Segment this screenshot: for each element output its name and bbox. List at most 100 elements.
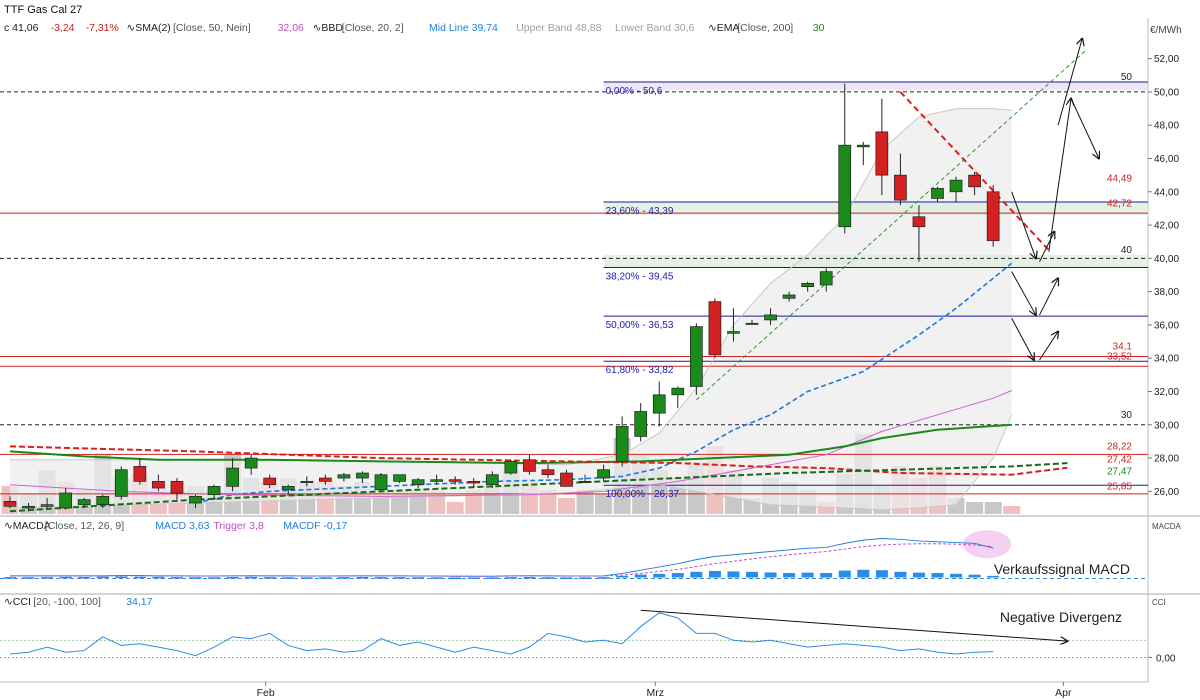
macd-legend-item: MACDF -0,17 <box>283 520 347 532</box>
candle <box>3 496 17 508</box>
scenario-arrow <box>1048 99 1071 252</box>
candle-body <box>523 459 536 472</box>
trendline <box>696 49 1087 401</box>
candle <box>96 494 110 508</box>
macd-histogram-bar <box>912 572 925 578</box>
macd-histogram-bar <box>820 573 833 578</box>
fib-zone <box>603 81 1148 91</box>
candle <box>114 466 128 500</box>
candle-body <box>411 479 425 486</box>
scenario-arrow <box>1070 98 1099 159</box>
macd-histogram-bar <box>263 577 276 579</box>
series-line <box>9 390 1012 497</box>
right-label: 30 <box>1121 410 1133 421</box>
cci-panel: ∿CCI [20, -100, 100] 34,17 CCI 0,00 Negative … <box>0 596 1176 664</box>
candle <box>560 469 573 487</box>
cci-legend-item: ∿CCI <box>4 596 31 608</box>
right-label: 44,49 <box>1107 173 1132 184</box>
info-item: 30 <box>813 22 825 34</box>
fib-label: 50,00% - 36,53 <box>606 320 674 331</box>
scenario-arrow <box>1039 232 1055 262</box>
macd-histogram-bar <box>96 576 109 579</box>
candle <box>838 83 852 234</box>
candle <box>931 186 944 202</box>
macd-histogram-bar <box>579 577 592 579</box>
candle-body <box>226 467 239 487</box>
candle <box>745 319 759 325</box>
info-item: [Close, 50, Nein] <box>173 22 251 34</box>
series-line <box>9 423 1012 465</box>
candle <box>764 308 777 325</box>
candle-body <box>281 486 295 491</box>
candle <box>207 484 221 500</box>
candle <box>856 141 870 166</box>
macd-histogram-bar <box>857 569 870 578</box>
volume-bar <box>539 490 557 514</box>
info-item: ∿EMA <box>708 22 740 34</box>
macd-histogram-bar <box>560 577 573 579</box>
scenario-arrow <box>1057 39 1082 126</box>
candle-body <box>207 486 221 496</box>
candle-body <box>634 411 648 437</box>
candle-body <box>504 461 518 474</box>
candle-body <box>597 469 610 479</box>
macd-histogram-bar <box>671 573 684 578</box>
y-tick-label: 36,00 <box>1154 320 1179 331</box>
highlight-ellipse <box>963 530 1012 559</box>
x-tick-label: Feb <box>257 687 275 699</box>
candle <box>319 474 332 485</box>
macd-histogram-bar <box>783 573 796 578</box>
scenario-arrow <box>1011 318 1034 360</box>
candle-body <box>560 472 573 487</box>
macd-histogram-bar <box>931 573 944 578</box>
macd-histogram-bar <box>133 576 146 579</box>
volume-bar <box>966 502 984 514</box>
candle <box>263 474 277 489</box>
candle-body <box>3 500 17 507</box>
candle <box>615 416 629 467</box>
right-label: 33,52 <box>1107 352 1132 363</box>
candle-body <box>133 466 147 482</box>
y-tick-label: 40,00 <box>1154 254 1179 265</box>
info-item: -3,24 <box>51 22 75 34</box>
candle <box>801 281 815 292</box>
volume-bar <box>984 502 1002 514</box>
macd-histogram-bar <box>78 577 91 579</box>
cci-axis-label: CCI <box>1152 598 1166 607</box>
scenario-arrow <box>1011 271 1036 315</box>
macd-histogram-bar <box>708 571 721 578</box>
y-tick-label: 26,00 <box>1154 487 1179 498</box>
candle <box>189 494 202 508</box>
candle <box>356 471 369 484</box>
macd-legend-item: Trigger 3,8 <box>213 520 264 532</box>
macd-legend-item: ∿MACDA <box>4 520 51 532</box>
macd-histogram-bar <box>4 577 16 579</box>
price-panel: 0,00% - 50,6 23,60% - 43,39 38,20% - 39,45… <box>0 18 1200 682</box>
right-label: 25,85 <box>1107 481 1132 492</box>
cci-y-tick-label: 0,00 <box>1156 653 1176 664</box>
candle <box>300 476 314 487</box>
y-tick-label: 46,00 <box>1154 154 1179 165</box>
candle-body <box>615 426 629 462</box>
candle <box>393 474 406 484</box>
candle <box>708 298 722 359</box>
candle-body <box>22 505 35 509</box>
candle-body <box>430 479 443 482</box>
candle <box>819 268 833 292</box>
candle <box>652 381 666 427</box>
macd-histogram-bar <box>987 575 1000 578</box>
candle-body <box>374 474 388 491</box>
candle-body <box>59 492 73 509</box>
candle <box>782 291 796 302</box>
right-label: 50 <box>1121 72 1133 83</box>
candle-body <box>448 479 462 482</box>
macd-panel: ∿MACDA[Close, 12, 26, 9] MACD 3,63 Trigger… <box>0 520 1200 595</box>
macd-histogram-bar <box>764 572 777 578</box>
y-tick-label: 42,00 <box>1154 221 1179 232</box>
x-tick-label: Apr <box>1055 687 1072 699</box>
candle <box>133 458 147 485</box>
candle <box>411 478 425 489</box>
x-tick-label: Mrz <box>647 687 665 699</box>
candle <box>59 488 73 510</box>
